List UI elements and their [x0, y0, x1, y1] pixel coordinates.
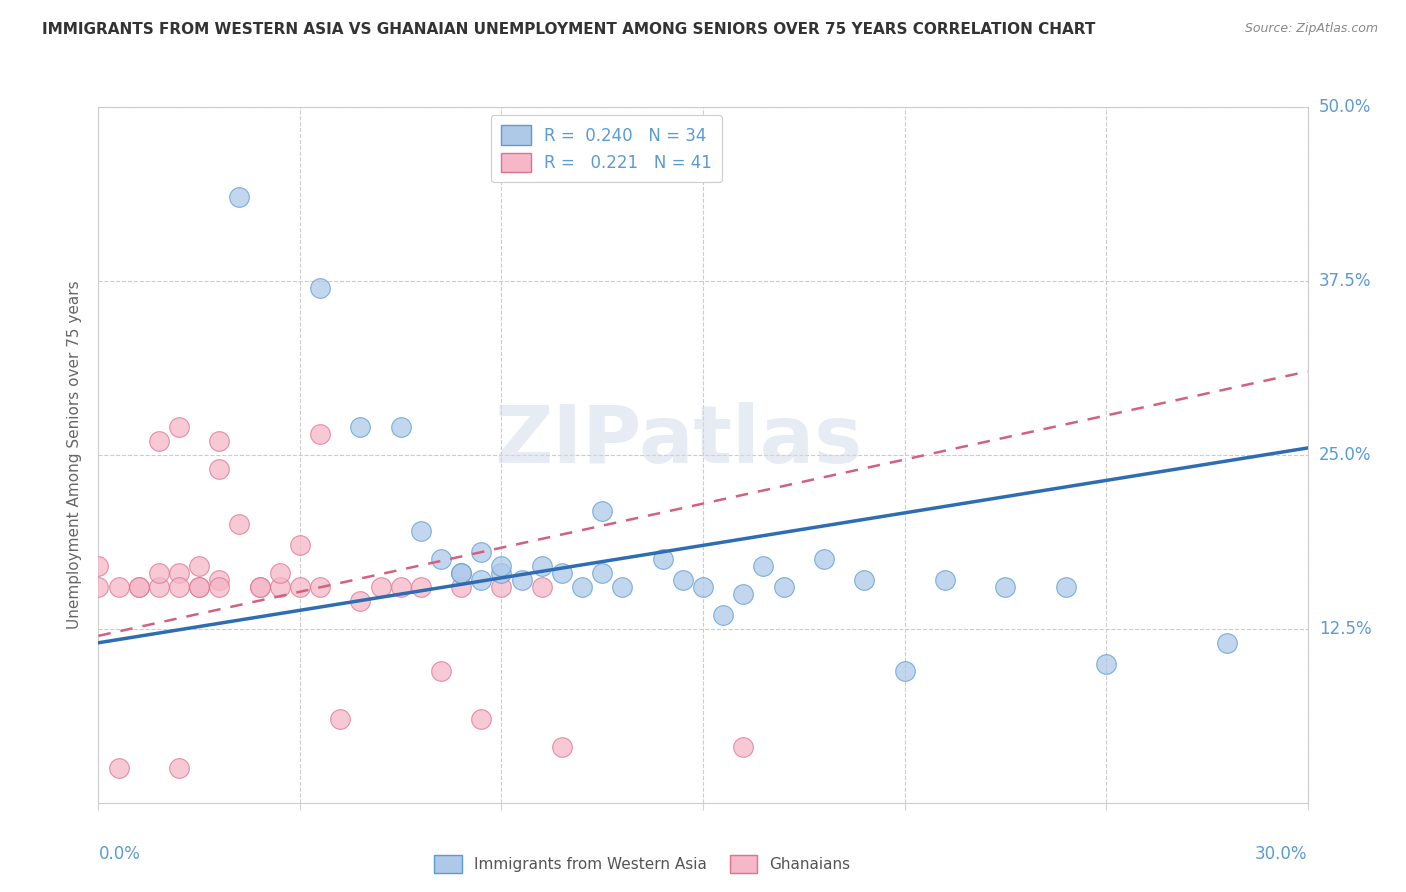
Point — [409, 580, 432, 594]
Point — [733, 740, 755, 755]
Text: IMMIGRANTS FROM WESTERN ASIA VS GHANAIAN UNEMPLOYMENT AMONG SENIORS OVER 75 YEAR: IMMIGRANTS FROM WESTERN ASIA VS GHANAIAN… — [42, 22, 1095, 37]
Legend: Immigrants from Western Asia, Ghanaians: Immigrants from Western Asia, Ghanaians — [429, 849, 856, 879]
Point — [450, 566, 472, 581]
Point — [752, 559, 775, 574]
Point — [87, 580, 110, 594]
Point — [309, 427, 332, 442]
Point — [228, 517, 250, 532]
Point — [288, 580, 311, 594]
Point — [591, 566, 613, 581]
Point — [188, 559, 211, 574]
Point — [349, 594, 371, 608]
Point — [167, 580, 190, 594]
Text: 50.0%: 50.0% — [1319, 98, 1371, 116]
Point — [128, 580, 150, 594]
Point — [107, 580, 129, 594]
Point — [167, 761, 190, 775]
Point — [994, 580, 1017, 594]
Point — [551, 566, 574, 581]
Point — [208, 580, 231, 594]
Point — [430, 664, 453, 678]
Point — [711, 607, 734, 622]
Point — [269, 580, 291, 594]
Text: 37.5%: 37.5% — [1319, 272, 1371, 290]
Point — [329, 712, 352, 726]
Point — [87, 559, 110, 574]
Point — [188, 580, 211, 594]
Point — [188, 580, 211, 594]
Text: 30.0%: 30.0% — [1256, 845, 1308, 863]
Point — [470, 573, 492, 587]
Point — [510, 573, 533, 587]
Point — [491, 566, 513, 581]
Point — [672, 573, 695, 587]
Text: Source: ZipAtlas.com: Source: ZipAtlas.com — [1244, 22, 1378, 36]
Point — [269, 566, 291, 581]
Point — [692, 580, 714, 594]
Point — [893, 664, 915, 678]
Point — [249, 580, 271, 594]
Point — [571, 580, 593, 594]
Point — [208, 434, 231, 448]
Point — [228, 190, 250, 204]
Point — [1095, 657, 1118, 671]
Point — [450, 580, 472, 594]
Text: 0.0%: 0.0% — [98, 845, 141, 863]
Point — [551, 740, 574, 755]
Point — [1054, 580, 1077, 594]
Point — [491, 580, 513, 594]
Point — [853, 573, 876, 587]
Point — [389, 580, 412, 594]
Point — [450, 566, 472, 581]
Point — [148, 580, 170, 594]
Point — [389, 420, 412, 434]
Point — [349, 420, 371, 434]
Point — [934, 573, 956, 587]
Point — [288, 538, 311, 552]
Point — [591, 503, 613, 517]
Point — [148, 434, 170, 448]
Point — [208, 573, 231, 587]
Point — [430, 552, 453, 566]
Point — [733, 587, 755, 601]
Point — [208, 462, 231, 476]
Point — [370, 580, 392, 594]
Point — [148, 566, 170, 581]
Point — [772, 580, 794, 594]
Point — [1216, 636, 1239, 650]
Point — [309, 281, 332, 295]
Text: 25.0%: 25.0% — [1319, 446, 1371, 464]
Point — [470, 545, 492, 559]
Point — [107, 761, 129, 775]
Point — [409, 524, 432, 539]
Point — [651, 552, 673, 566]
Point — [167, 420, 190, 434]
Point — [530, 580, 553, 594]
Point — [612, 580, 634, 594]
Y-axis label: Unemployment Among Seniors over 75 years: Unemployment Among Seniors over 75 years — [67, 281, 83, 629]
Text: ZIPatlas: ZIPatlas — [495, 402, 863, 480]
Point — [470, 712, 492, 726]
Point — [813, 552, 835, 566]
Point — [249, 580, 271, 594]
Text: 12.5%: 12.5% — [1319, 620, 1371, 638]
Point — [530, 559, 553, 574]
Point — [128, 580, 150, 594]
Point — [167, 566, 190, 581]
Point — [491, 559, 513, 574]
Point — [309, 580, 332, 594]
